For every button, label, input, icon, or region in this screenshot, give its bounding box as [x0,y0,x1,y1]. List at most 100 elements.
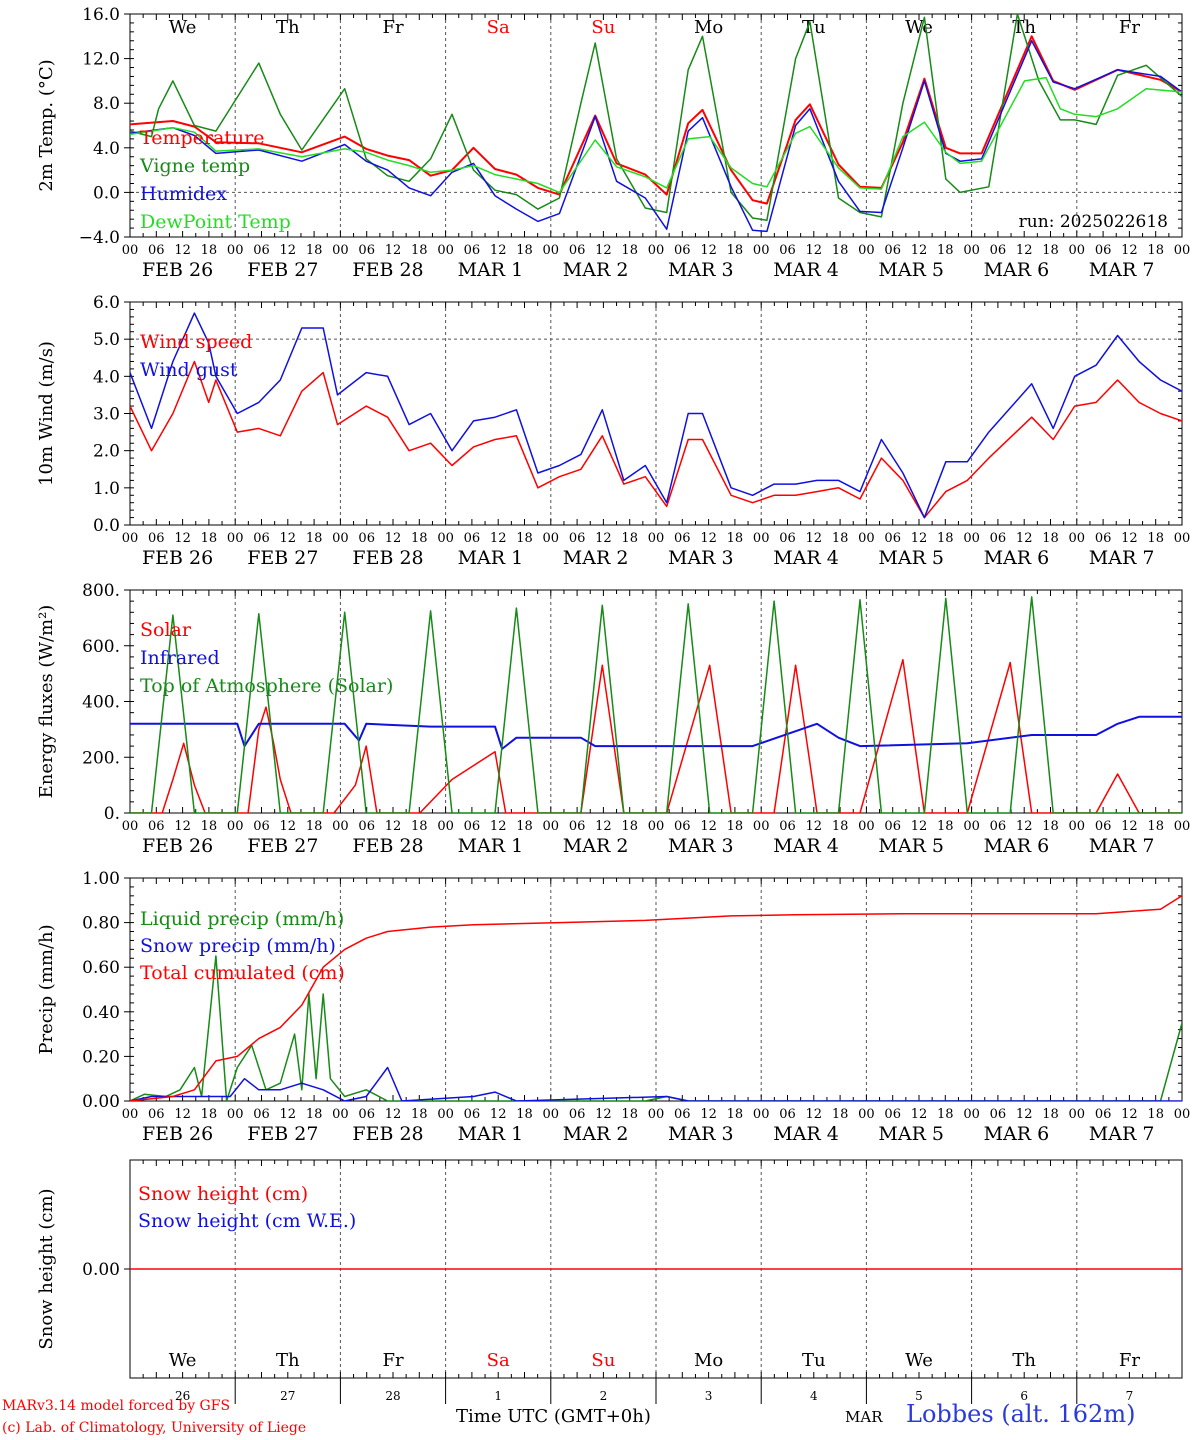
hour-tick-label: 18 [411,531,428,546]
hour-tick-label: 06 [674,819,691,834]
legend-entry: Vigne temp [139,155,250,177]
hour-tick-label: 12 [911,1107,928,1122]
hour-tick-label: 12 [1016,819,1033,834]
hour-tick-label: 12 [1121,243,1138,258]
hour-tick-label: 06 [674,1107,691,1122]
hour-tick-label: 06 [464,1107,481,1122]
series-line-infrared [130,715,1182,750]
model-credit: MARv3.14 model forced by GFS [2,1398,231,1414]
y-tick-label: 0.0 [93,183,120,203]
y-axis-label: Energy fluxes (W/m²) [36,605,57,799]
date-label: FEB 27 [247,547,318,569]
hour-tick-label: 18 [727,1107,744,1122]
hour-tick-label: 12 [280,1107,297,1122]
hour-tick-label: 00 [1174,243,1191,258]
y-tick-label: 800. [82,581,120,601]
series-line-wind-gust [130,312,1182,519]
date-label: MAR 2 [563,1123,629,1145]
day-name: Fr [1119,17,1140,38]
hour-tick-label: 12 [911,243,928,258]
hour-tick-label: 06 [1095,531,1112,546]
hour-tick-label: 18 [832,243,849,258]
hour-tick-label: 06 [569,531,586,546]
date-label: MAR 3 [668,1123,734,1145]
hour-tick-label: 00 [437,531,454,546]
legend-entry: Solar [140,619,192,641]
hour-tick-label: 18 [411,1107,428,1122]
hour-tick-label: 12 [700,1107,717,1122]
hour-tick-label: 00 [753,1107,770,1122]
hour-tick-label: 06 [990,819,1007,834]
y-axis-label: Snow height (cm) [36,1188,57,1349]
hour-tick-label: 00 [1174,531,1191,546]
hour-tick-label: 18 [306,243,323,258]
y-axis-label: Precip (mm/h) [36,924,57,1054]
hour-tick-label: 18 [937,1107,954,1122]
hour-tick-label: 00 [963,819,980,834]
date-label: MAR 3 [668,547,734,569]
month-label: MAR [845,1408,883,1426]
plot-frame [129,589,1183,814]
y-tick-label: 0.00 [82,1092,120,1112]
day-name: Su [591,1350,615,1371]
hour-tick-label: 12 [385,1107,402,1122]
hour-tick-label: 12 [1016,531,1033,546]
y-tick-label: 400. [82,693,120,713]
date-label: MAR 5 [878,1123,944,1145]
date-label: MAR 6 [984,1123,1050,1145]
date-label: FEB 26 [142,259,213,281]
date-label: MAR 4 [773,547,839,569]
series-line-humidex [130,40,1182,233]
date-label: FEB 28 [352,259,423,281]
hour-tick-label: 12 [595,243,612,258]
hour-tick-label: 00 [963,531,980,546]
date-label: MAR 7 [1089,1123,1155,1145]
hour-tick-label: 12 [385,531,402,546]
series-line-dewpoint-temp [130,76,1182,194]
y-tick-label: 200. [82,748,120,768]
hour-tick-label: 00 [437,243,454,258]
hour-tick-label: 12 [174,531,191,546]
hour-tick-label: 06 [148,1107,165,1122]
hour-tick-label: 00 [1069,531,1086,546]
hour-tick-label: 00 [332,243,349,258]
hour-tick-label: 00 [437,1107,454,1122]
day-name: We [905,1350,933,1371]
hour-tick-label: 18 [1042,243,1059,258]
hour-tick-label: 06 [253,531,270,546]
hour-tick-label: 18 [201,819,218,834]
hour-tick-label: 06 [358,819,375,834]
hour-tick-label: 12 [385,243,402,258]
hour-tick-label: 06 [148,819,165,834]
hour-tick-label: 06 [884,243,901,258]
hour-tick-label: 12 [700,243,717,258]
hour-tick-label: 18 [1147,1107,1164,1122]
hour-tick-label: 18 [1042,819,1059,834]
date-label: FEB 26 [142,835,213,857]
hour-tick-label: 06 [569,819,586,834]
day-name: We [169,17,197,38]
day-name: We [169,1350,197,1371]
hour-tick-label: 00 [858,1107,875,1122]
date-label: MAR 4 [773,259,839,281]
time-axis-label: Time UTC (GMT+0h) [456,1406,651,1427]
hour-tick-label: 06 [358,243,375,258]
hour-tick-label: 12 [1121,819,1138,834]
day-name: Fr [382,1350,403,1371]
date-label: MAR 4 [773,1123,839,1145]
hour-tick-label: 00 [963,243,980,258]
hour-tick-label: 06 [464,243,481,258]
hour-tick-label: 18 [1147,819,1164,834]
hour-tick-label: 00 [858,531,875,546]
hour-tick-label: 00 [543,531,560,546]
hour-tick-label: 00 [648,1107,665,1122]
hour-tick-label: 00 [227,531,244,546]
date-label: MAR 2 [563,259,629,281]
hour-tick-label: 12 [1016,1107,1033,1122]
hour-tick-label: 06 [253,243,270,258]
hour-tick-label: 18 [516,531,533,546]
date-label: FEB 26 [142,547,213,569]
date-label: MAR 5 [878,259,944,281]
hour-tick-label: 06 [884,819,901,834]
hour-tick-label: 12 [1121,531,1138,546]
